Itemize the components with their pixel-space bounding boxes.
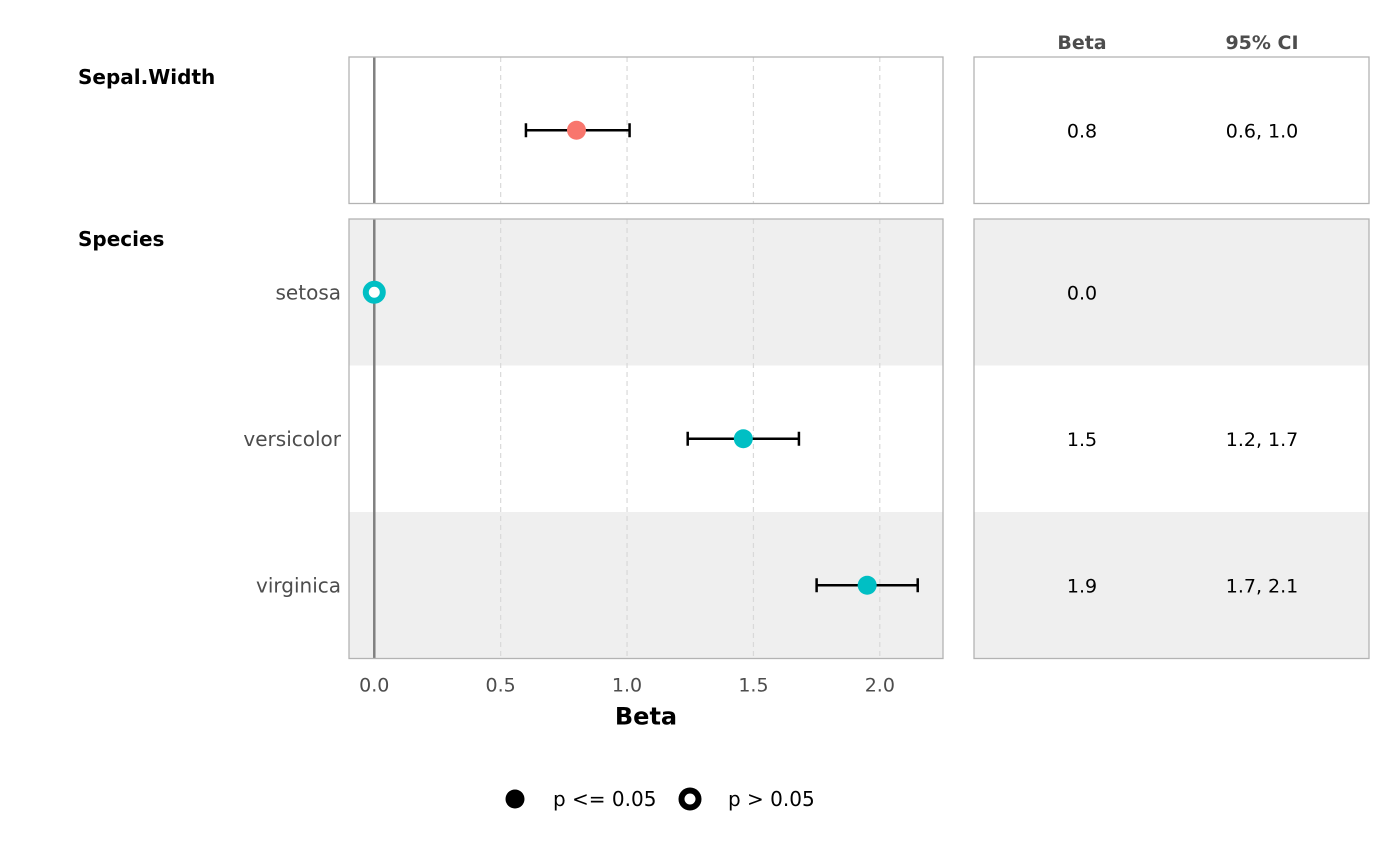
x-axis-title: Beta <box>615 703 677 731</box>
beta-value: 0.0 <box>1067 282 1097 304</box>
table-row-stripe <box>974 219 1369 366</box>
legend-open-circle-icon <box>678 787 702 811</box>
beta-value: 0.8 <box>1067 120 1097 142</box>
plot-panel-border <box>348 218 944 660</box>
ci-value: 1.7, 2.1 <box>1226 575 1299 597</box>
x-tick-label: 1.5 <box>738 675 768 697</box>
legend-filled-circle-icon <box>505 789 525 809</box>
estimate-point <box>733 429 753 449</box>
table-panel-border <box>973 56 1370 205</box>
table-header-ci: 95% CI <box>1225 32 1298 54</box>
table-panel-border <box>973 218 1370 660</box>
beta-value: 1.5 <box>1067 429 1097 451</box>
estimate-point <box>566 120 586 140</box>
row-label: virginica <box>256 573 341 597</box>
x-tick-label: 1.0 <box>612 675 642 697</box>
table-header-beta: Beta <box>1057 32 1106 54</box>
row-stripe <box>349 219 943 366</box>
x-tick-label: 0.5 <box>486 675 516 697</box>
ci-value: 0.6, 1.0 <box>1226 120 1299 142</box>
table-row-stripe <box>974 512 1369 659</box>
ci-value: 1.2, 1.7 <box>1226 429 1299 451</box>
estimate-point-open <box>362 280 386 304</box>
beta-value: 1.9 <box>1067 575 1097 597</box>
plot-panel-border <box>348 56 944 205</box>
row-label: setosa <box>276 280 341 304</box>
x-tick-label: 2.0 <box>865 675 895 697</box>
group-label: Species <box>78 227 164 251</box>
row-label: versicolor <box>243 427 341 451</box>
estimate-point <box>857 575 877 595</box>
legend-label: p > 0.05 <box>728 787 815 811</box>
group-label: Sepal.Width <box>78 65 215 89</box>
x-tick-label: 0.0 <box>359 675 389 697</box>
legend-label: p <= 0.05 <box>553 787 656 811</box>
